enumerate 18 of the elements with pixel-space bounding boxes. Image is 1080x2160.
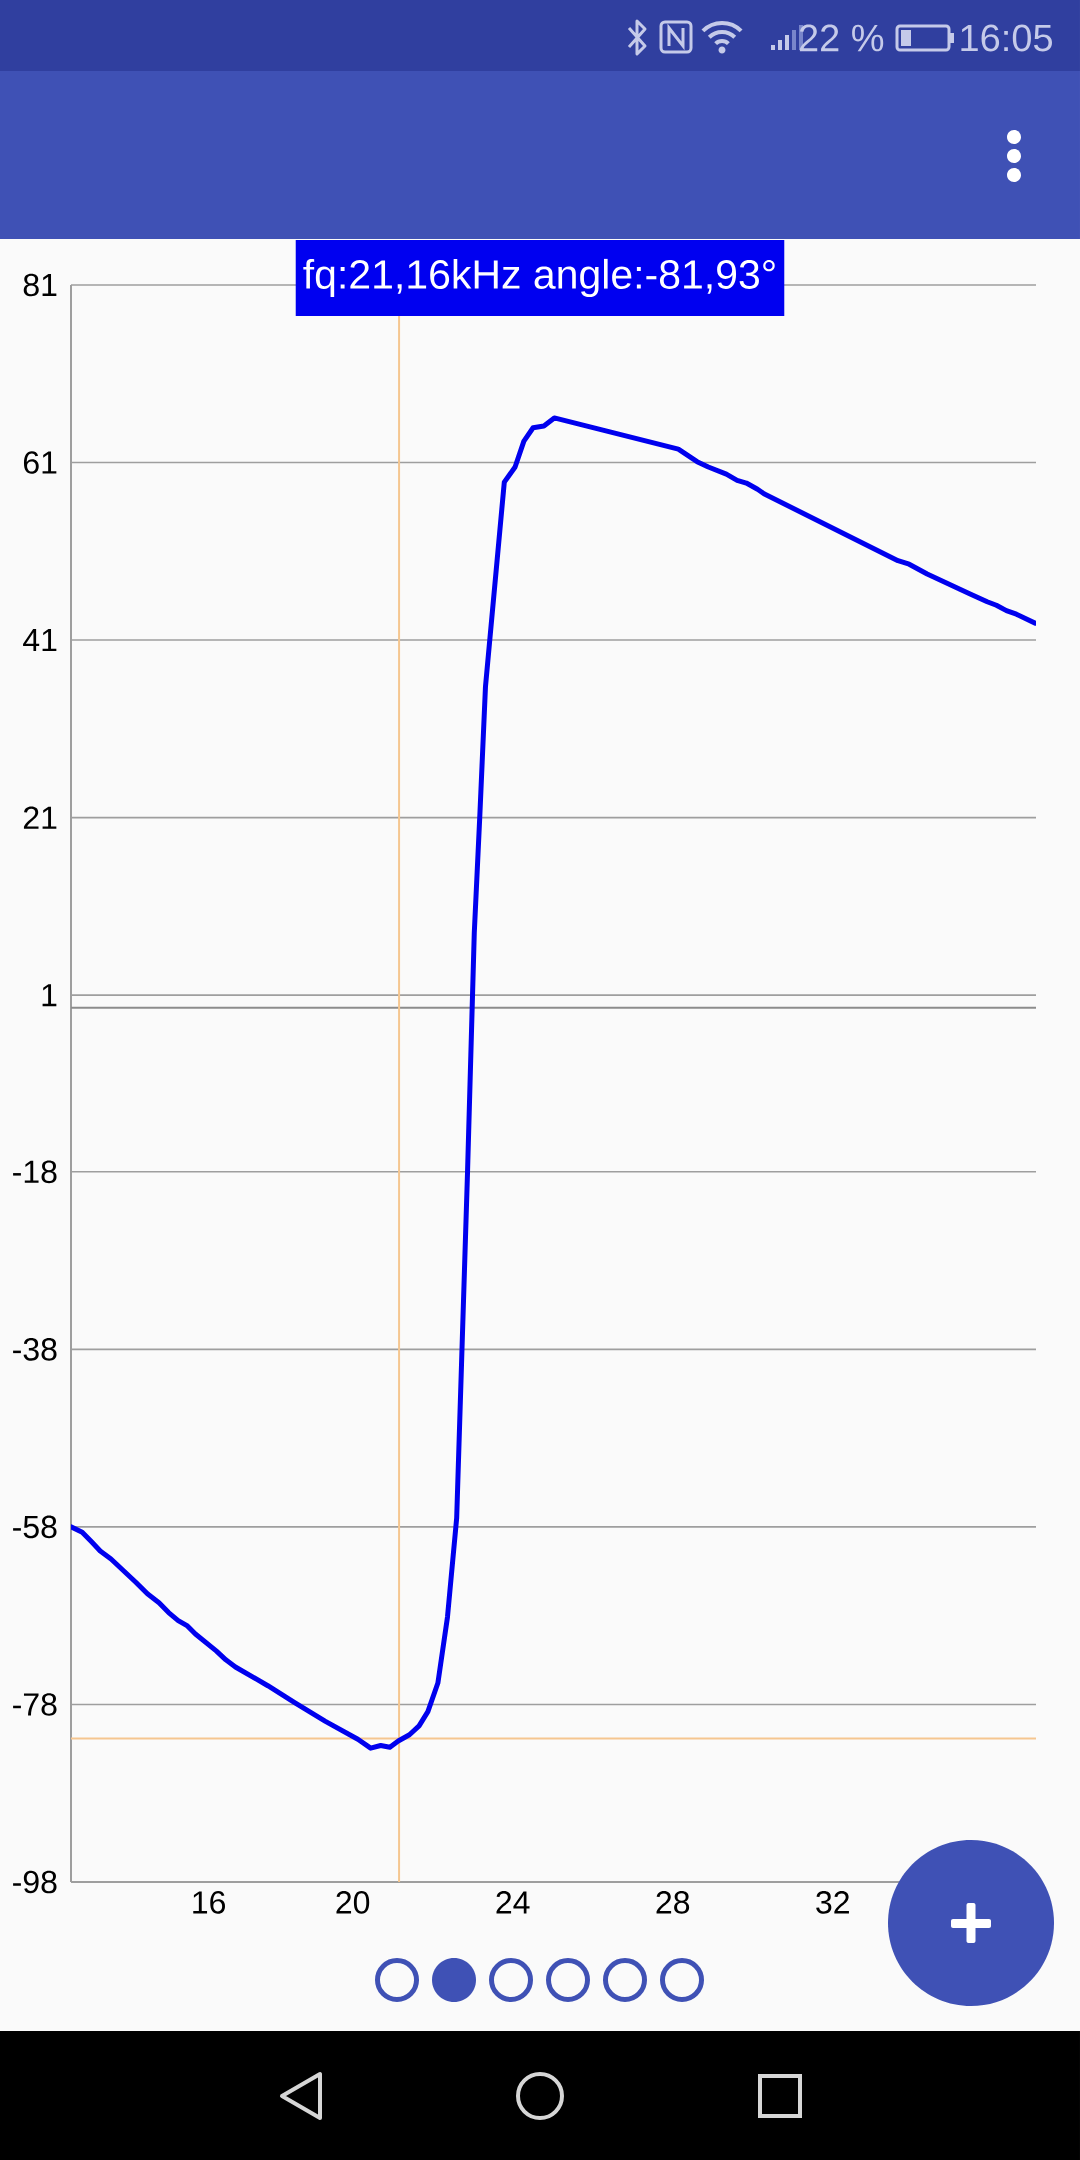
text: 16:05 — [961, 24, 1052, 52]
y-tick-label: 41 — [23, 629, 57, 652]
y-tick-label: 1 — [42, 984, 57, 1007]
annotation: fq:21,16kHz angle:-81,93° — [303, 258, 775, 298]
y-tick-label: 21 — [23, 806, 57, 829]
x-tick-label: 28 — [656, 1891, 690, 1914]
x-tick-label: 24 — [496, 1891, 530, 1914]
y-tick-label: -78 — [13, 1693, 57, 1716]
x-tick-label: 20 — [336, 1891, 370, 1914]
y-tick-label: -38 — [13, 1338, 57, 1361]
y-tick-label: -58 — [13, 1515, 57, 1539]
x-tick-label: 32 — [816, 1891, 849, 1914]
y-tick-label: 81 — [23, 273, 57, 297]
y-tick-label: 61 — [23, 451, 57, 474]
x-tick-label: 16 — [193, 1891, 225, 1914]
text: 22 % — [799, 24, 884, 52]
y-tick-label: -98 — [13, 1870, 57, 1894]
y-tick-label: -18 — [13, 1160, 57, 1184]
